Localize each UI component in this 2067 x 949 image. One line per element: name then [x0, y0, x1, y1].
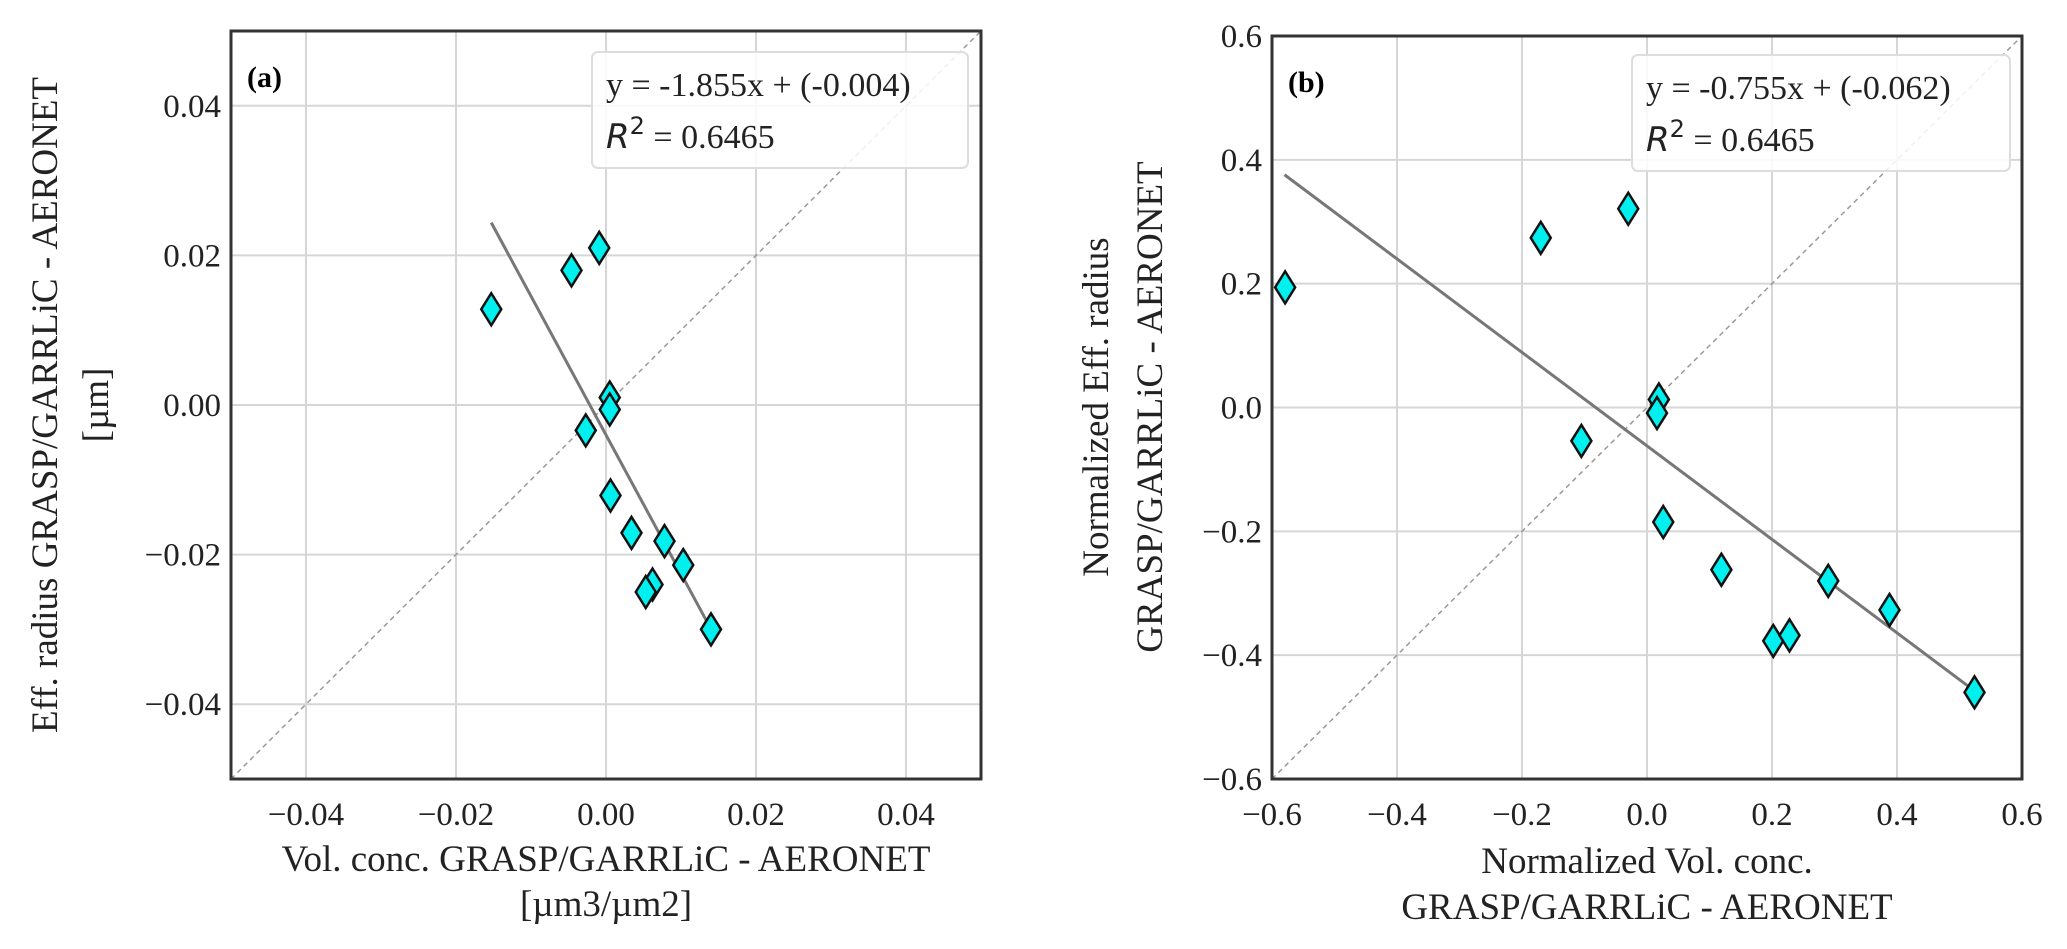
r-squared-symbol: R	[1646, 120, 1670, 160]
x-tick-label: 0.2	[1751, 797, 1792, 833]
data-point	[1878, 591, 1901, 629]
data-point	[1273, 269, 1297, 306]
one-to-one-line	[1271, 35, 2023, 780]
panel-label: (a)	[247, 61, 282, 94]
data-point	[1645, 394, 1669, 432]
x-tick-label: 0.02	[727, 797, 785, 833]
data-point	[1616, 190, 1640, 228]
data-point	[653, 522, 676, 560]
r-squared-value: = 0.6465	[645, 119, 775, 156]
r-squared: R2 = 0.6465	[606, 112, 775, 157]
data-point	[1651, 503, 1675, 541]
plot-frame	[1270, 34, 2024, 781]
data-point	[599, 477, 622, 514]
data-point	[1778, 616, 1801, 654]
x-tick-label: −0.4	[1367, 797, 1427, 833]
data-point	[634, 573, 658, 611]
x-tick-label: −0.02	[418, 797, 494, 833]
data-point	[1709, 551, 1733, 589]
data-point	[1569, 422, 1593, 460]
data-point	[560, 252, 583, 289]
y-tick-label: −0.2	[1202, 514, 1262, 550]
y-axis-label: Normalized Eff. radius	[1076, 237, 1117, 576]
data-point	[1529, 219, 1553, 257]
panel-a: −0.04 −0.02 0.00 0.02 0.04 −0.04 −0.02 0.00 0.02…	[25, 29, 983, 925]
data-point	[587, 229, 611, 267]
y-tick-label: 0.04	[163, 89, 221, 125]
y-axis-label: [µm]	[76, 368, 117, 443]
r-squared-exponent: 2	[630, 112, 645, 140]
data-point	[574, 412, 598, 449]
x-tick-label: −0.2	[1492, 797, 1552, 833]
data-point	[620, 514, 643, 552]
x-tick-label: 0.0	[1626, 797, 1667, 833]
legend-box: y = -0.755x + (-0.062) R2 = 0.6465	[1631, 54, 2011, 172]
y-tick-label: −0.4	[1202, 638, 1262, 674]
x-tick-label: 0.00	[577, 797, 635, 833]
data-point	[671, 546, 695, 584]
y-axis-label: Eff. radius GRASP/GARRLiC - AERONET	[25, 77, 66, 733]
panel-label: (b)	[1288, 66, 1325, 99]
data-point	[598, 391, 622, 428]
data-point	[479, 290, 503, 328]
regression-line	[1283, 173, 1980, 695]
y-tick-label: 0.6	[1221, 19, 1262, 55]
panel-b: −0.6 −0.4 −0.2 0.0 0.2 0.4 0.6 −0.6 −0.4 −0.2 0.0 0…	[1076, 19, 2043, 928]
regression-equation: y = -1.855x + (-0.004)	[606, 67, 911, 104]
x-axis-label: Normalized Vol. conc.	[1481, 841, 1813, 882]
data-point	[1816, 562, 1840, 600]
r-squared-exponent: 2	[1670, 115, 1685, 143]
legend-box: y = -1.855x + (-0.004) R2 = 0.6465	[591, 51, 969, 169]
y-tick-label: 0.0	[1221, 391, 1262, 427]
x-tick-label: 0.4	[1876, 797, 1917, 833]
x-tick-label: 0.04	[877, 797, 935, 833]
y-tick-label: 0.4	[1221, 143, 1262, 179]
x-axis-label: GRASP/GARRLiC - AERONET	[1401, 887, 1892, 928]
r-squared-symbol: R	[606, 117, 630, 157]
x-tick-label: 0.6	[2001, 797, 2042, 833]
y-tick-label: 0.2	[1221, 267, 1262, 303]
y-tick-label: 0.02	[163, 238, 221, 274]
data-point	[699, 611, 723, 648]
regression-equation: y = -0.755x + (-0.062)	[1646, 70, 1951, 107]
x-tick-label: −0.04	[268, 797, 344, 833]
r-squared-value: = 0.6465	[1685, 122, 1815, 159]
y-tick-label: 0.00	[163, 388, 221, 424]
legend-frame	[1631, 54, 2011, 172]
x-axis-label: Vol. conc. GRASP/GARRLiC - AERONET	[282, 839, 931, 880]
x-tick-label: −0.6	[1242, 797, 1302, 833]
plot-frame	[229, 29, 983, 781]
r-squared: R2 = 0.6465	[1646, 115, 1815, 160]
y-tick-label: −0.02	[145, 538, 221, 574]
data-point	[1963, 673, 1986, 711]
legend-frame	[591, 51, 969, 169]
data-point	[1761, 622, 1785, 660]
y-axis-label: GRASP/GARRLiC - AERONET	[1130, 161, 1171, 652]
y-tick-label: −0.04	[145, 687, 221, 723]
x-axis-label: [µm3/µm2]	[520, 884, 692, 925]
y-tick-label: −0.6	[1202, 762, 1262, 798]
